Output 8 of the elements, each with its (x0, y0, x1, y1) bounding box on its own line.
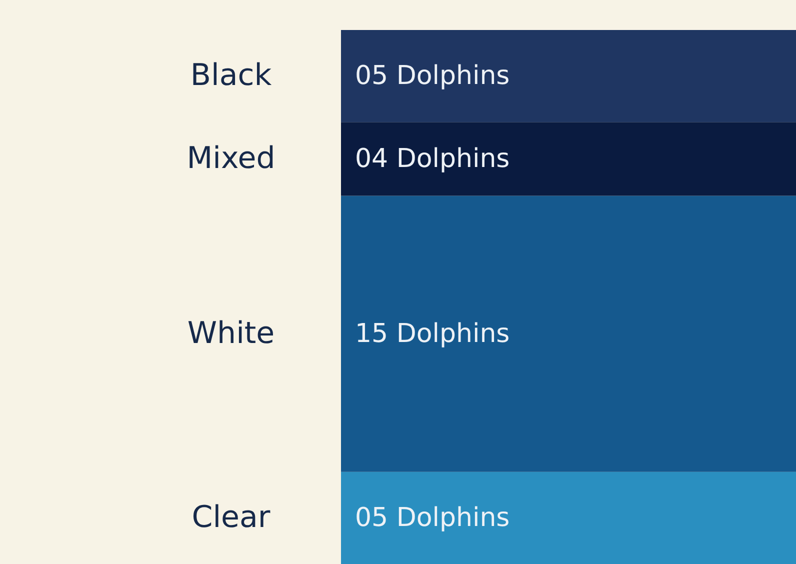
text: Mixed (186, 140, 276, 176)
data-label: 15 Dolphins (355, 318, 510, 349)
data-label: 04 Dolphins (355, 144, 510, 174)
data-label: 05 Dolphins (355, 61, 510, 92)
text: Black (190, 58, 272, 94)
text: Clear (192, 500, 271, 535)
text: White (187, 316, 275, 351)
data-label: 05 Dolphins (355, 502, 510, 533)
